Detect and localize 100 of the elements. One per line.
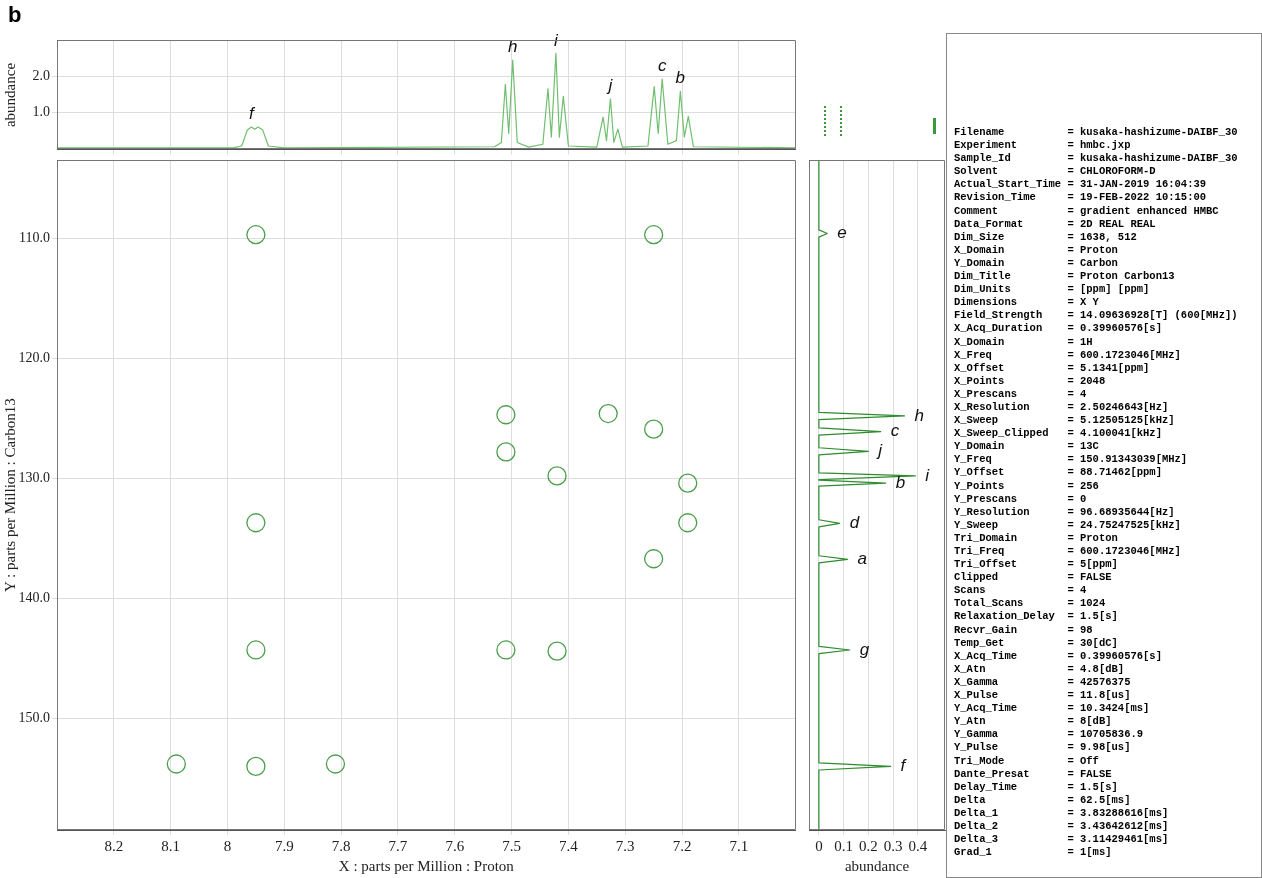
text: Dante_Presat = FALSE: [954, 767, 1112, 780]
x-tick-label: 7.8: [331, 837, 351, 854]
x-tick-label: 7.3: [615, 837, 635, 854]
text: Dim_Units = [ppm] [ppm]: [954, 283, 1150, 296]
text: Total_Scans = 1024: [954, 597, 1106, 610]
text: X_Sweep = 5.12505125[kHz]: [954, 414, 1175, 427]
x-tick-label: 7.6: [445, 837, 465, 854]
x-tick-label: 0.4: [908, 837, 928, 854]
text: Filename = kusaka-hashizume-DAIBF_30: [954, 126, 1238, 138]
annotation: c: [657, 56, 667, 76]
x-tick-label: 8.1: [161, 837, 181, 854]
text: Scans = 4: [954, 584, 1087, 597]
text: Delta = 62.5[ms]: [954, 793, 1131, 806]
text: Relaxation_Delay = 1.5[s]: [954, 610, 1118, 623]
point: [325, 754, 346, 774]
annotation: j: [876, 441, 884, 461]
point: [547, 641, 567, 661]
text: Delta_3 = 3.11429461[ms]: [954, 833, 1169, 846]
text: Y_Atn = 8[dB]: [954, 715, 1112, 728]
text: X_Freq = 600.1723046[MHz]: [954, 348, 1181, 361]
x-tick-label: 0: [815, 837, 823, 854]
x-tick-label: 0.2: [858, 837, 878, 854]
annotation: d: [849, 513, 860, 533]
annotation: g: [859, 639, 870, 659]
x-tick-label: 0.3: [883, 837, 903, 854]
point: [678, 473, 698, 493]
text: Delay_Time = 1.5[s]: [954, 780, 1118, 793]
y-tick-label: 140.0: [18, 590, 50, 606]
x-tick-label: 8: [223, 837, 232, 854]
annotation: h: [914, 405, 924, 425]
y-tick-label: 150.0: [18, 710, 50, 726]
point: [166, 754, 186, 774]
x-tick-label: 7.5: [502, 837, 521, 854]
text: Y_Points = 256: [954, 479, 1099, 492]
point: [246, 756, 266, 777]
point: [547, 466, 567, 486]
text: X_Pulse = 11.8[us]: [954, 689, 1131, 702]
text: Recvr_Gain = 98: [954, 623, 1093, 636]
y-tick-label: 110.0: [19, 229, 50, 245]
point: [496, 640, 516, 660]
text: X_Resolution = 2.50246643[Hz]: [954, 400, 1169, 413]
x-axis-title: abundance: [844, 857, 910, 874]
text: X_Prescans = 4: [954, 387, 1087, 400]
text: Comment = gradient enhanced HMBC: [954, 204, 1219, 217]
text: Y_Acq_Time = 10.3424[ms]: [954, 702, 1150, 715]
text: X_Atn = 4.8[dB]: [954, 662, 1125, 675]
annotation: c: [890, 421, 900, 441]
point: [643, 419, 664, 439]
annotation: b: [675, 68, 686, 88]
text: Data_Format = 2D REAL REAL: [954, 217, 1156, 230]
text: Tri_Mode = Off: [954, 754, 1099, 767]
text: Tri_Offset = 5[ppm]: [954, 558, 1118, 571]
y-axis-title: abundance: [1, 62, 18, 128]
text: X_Points = 2048: [954, 374, 1106, 387]
text: Tri_Freq = 600.1723046[MHz]: [954, 545, 1181, 557]
x-axis-title: X : parts per Million : Proton: [338, 857, 515, 874]
text: Y_Offset = 88.71462[ppm]: [954, 466, 1162, 479]
x-tick-label: 7.1: [729, 837, 749, 854]
annotation: f: [900, 756, 908, 776]
point: [496, 442, 516, 462]
point: [643, 549, 664, 569]
text: Y_Resolution = 96.68935644[Hz]: [954, 505, 1175, 518]
text: Y_Prescans = 0: [954, 492, 1087, 505]
text: Field_Strength = 14.09636928[T] (600[MHz]): [954, 309, 1238, 322]
point: [598, 403, 618, 424]
y-tick-label: 120.0: [18, 350, 50, 365]
annotation: f: [248, 104, 256, 124]
text: Y_Domain = 13C: [954, 440, 1099, 453]
point: [246, 225, 266, 245]
x-tick-label: 7.7: [388, 837, 408, 854]
text: Grad_1 = 1[ms]: [954, 846, 1112, 859]
text: X_Domain = Proton: [954, 243, 1118, 256]
y-tick-label: 130.0: [18, 470, 50, 486]
text: X_Domain = 1H: [954, 335, 1093, 348]
text: Sample_Id = kusaka-hashizume-DAIBF_30: [954, 152, 1238, 165]
x-tick-label: 7.2: [672, 837, 692, 854]
text: Y_Freq = 150.91343039[MHz]: [954, 453, 1188, 466]
text: Y_Domain = Carbon: [954, 256, 1118, 269]
point: [643, 225, 664, 245]
text: Tri_Domain = Proton: [954, 531, 1118, 544]
point: [246, 513, 266, 533]
text: Revision_Time = 19-FEB-2022 10:15:00: [954, 191, 1207, 204]
y-tick-label: 1.0: [32, 103, 50, 119]
text: Dim_Title = Proton Carbon13: [954, 270, 1175, 283]
x-tick-label: 7.9: [274, 837, 294, 854]
text: Solvent = CHLOROFORM-D: [954, 165, 1156, 178]
annotation: e: [837, 223, 847, 243]
text: Experiment = hmbc.jxp: [954, 139, 1131, 152]
annotation: b: [895, 472, 906, 492]
y-axis-title: Y : parts per Million : Carbon13: [1, 398, 18, 592]
chart-title: b: [8, 2, 22, 28]
text: X_Acq_Time = 0.39960576[s]: [954, 649, 1162, 662]
point: [496, 405, 516, 425]
text: Dim_Size = 1638, 512: [954, 230, 1137, 243]
text: Clipped = FALSE: [954, 571, 1112, 584]
annotation: i: [925, 465, 931, 485]
text: Y_Pulse = 9.98[us]: [954, 741, 1131, 754]
point: [246, 640, 266, 660]
annotation: h: [507, 37, 518, 57]
text: Dimensions = X Y: [954, 296, 1099, 309]
